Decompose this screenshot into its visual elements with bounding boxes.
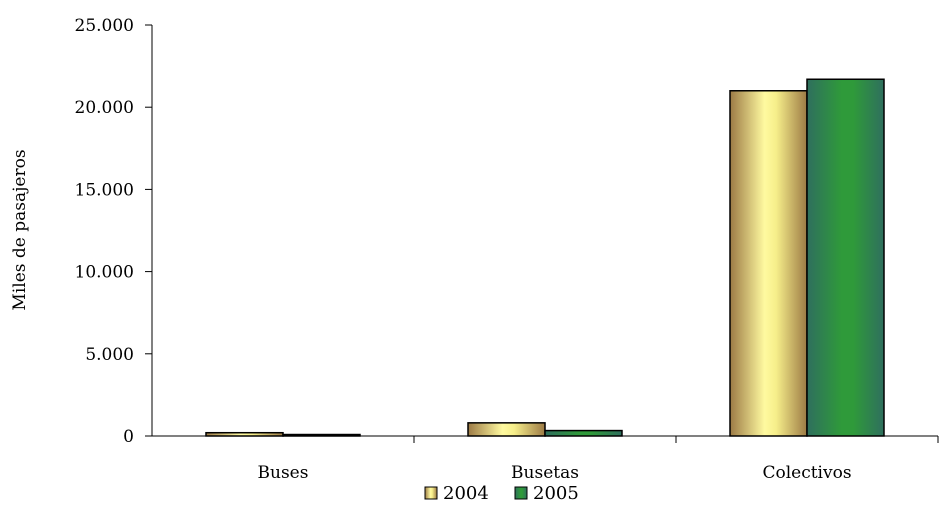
x-axis-categories: Buses Busetas Colectivos [258,436,939,483]
bar-2004-colectivos [729,90,808,437]
x-category-label: Buses [258,463,309,483]
legend-label-2004: 2004 [443,483,489,504]
bar-2005-colectivos [806,78,885,437]
y-tick-label: 10.000 [75,263,134,283]
y-tick-label: 25.000 [75,16,134,36]
y-tick-label: 15.000 [75,180,134,200]
x-category-label: Colectivos [762,463,851,483]
y-tick-label: 0 [123,427,134,447]
bar-2004-busetas [467,422,546,437]
legend-label-2005: 2005 [533,483,579,504]
legend: 2004 2005 [424,483,579,504]
y-tick-label: 20.000 [75,98,134,118]
y-axis-ticks: 0 5.000 10.000 15.000 20.000 25.000 [75,16,152,447]
legend-swatch-2004 [424,486,438,500]
y-axis-title: Miles de pasajeros [10,149,30,310]
bar-2005-busetas [544,429,623,437]
bars-group [205,78,885,437]
y-tick-label: 5.000 [85,345,134,365]
legend-swatch-2005 [514,486,528,500]
x-category-label: Busetas [511,463,579,483]
